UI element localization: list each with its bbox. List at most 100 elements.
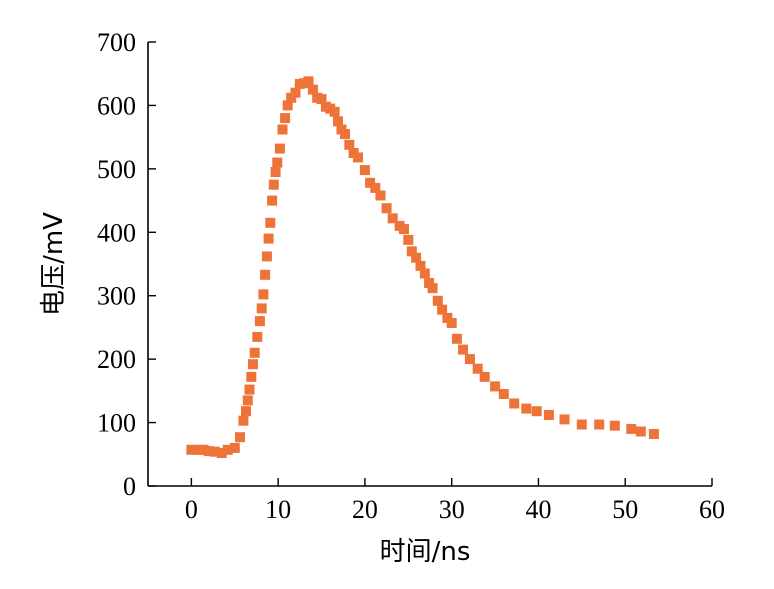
data-point <box>626 423 637 434</box>
data-point <box>543 410 554 420</box>
data-point <box>344 139 355 150</box>
y-tick-label: 400 <box>97 218 136 247</box>
x-tick-label: 0 <box>185 495 198 524</box>
data-point <box>594 419 605 430</box>
data-point <box>263 233 274 244</box>
data-point <box>307 84 318 95</box>
data-point <box>446 318 457 328</box>
y-tick-label: 600 <box>97 91 136 120</box>
data-point <box>242 395 253 406</box>
data-point <box>241 406 251 417</box>
data-point <box>498 389 509 399</box>
data-point <box>286 92 297 103</box>
data-point <box>290 87 301 98</box>
data-point <box>254 316 265 327</box>
data-point <box>235 432 245 443</box>
data-point <box>274 143 285 154</box>
data-point <box>464 354 475 365</box>
data-point <box>193 444 204 455</box>
y-tick-label: 200 <box>97 345 136 374</box>
y-tick-label: 100 <box>97 409 136 438</box>
data-point <box>209 446 220 457</box>
data-point <box>381 203 392 214</box>
data-point <box>229 442 240 453</box>
data-point <box>559 414 570 425</box>
data-point <box>198 444 209 455</box>
data-point <box>490 381 501 392</box>
data-point <box>432 295 443 306</box>
x-tick-label: 10 <box>265 495 291 524</box>
data-point <box>216 448 227 458</box>
data-point <box>260 269 271 280</box>
y-tick-label: 0 <box>123 472 136 501</box>
data-point <box>329 106 340 117</box>
data-point <box>375 190 386 201</box>
data-point <box>258 289 269 300</box>
data-point <box>244 384 255 395</box>
data-point <box>280 113 291 124</box>
x-tick-label: 50 <box>612 495 638 524</box>
data-point <box>270 167 281 177</box>
data-point <box>359 165 370 176</box>
data-point <box>419 268 430 279</box>
data-point <box>353 152 363 163</box>
x-tick-label: 40 <box>525 495 551 524</box>
data-point <box>609 420 620 431</box>
data-point <box>399 224 409 235</box>
data-point <box>442 312 453 323</box>
data-point <box>272 157 283 168</box>
data-point <box>509 398 520 409</box>
x-ticks: 0 10 20 30 40 50 60 <box>185 478 725 524</box>
data-point <box>282 100 293 111</box>
data-point <box>387 213 398 224</box>
data-point <box>403 234 414 245</box>
data-point <box>635 426 646 437</box>
data-point <box>424 278 435 288</box>
data-point <box>406 246 417 257</box>
data-point <box>411 252 422 263</box>
data-points <box>186 76 659 458</box>
axes <box>147 42 712 487</box>
y-ticks: 0 100 200 300 400 500 600 700 <box>97 28 156 501</box>
y-axis-title: 电压/mV <box>39 212 69 316</box>
data-point <box>316 94 327 105</box>
data-point <box>303 76 314 87</box>
data-point <box>472 363 483 374</box>
data-point <box>277 124 288 135</box>
data-point <box>427 283 438 294</box>
data-point <box>437 304 448 315</box>
y-tick-label: 500 <box>97 155 136 184</box>
data-point <box>268 179 279 190</box>
data-point <box>261 251 272 262</box>
y-tick-label: 700 <box>97 28 136 57</box>
x-tick-label: 20 <box>352 495 378 524</box>
data-point <box>186 444 197 455</box>
y-tick-label: 300 <box>97 282 136 311</box>
data-point <box>203 446 214 457</box>
x-axis-title: 时间/ns <box>380 537 471 567</box>
data-point <box>415 260 426 271</box>
data-point <box>267 195 278 206</box>
data-point <box>333 116 343 127</box>
data-point <box>340 129 350 139</box>
data-point <box>576 419 587 430</box>
data-point <box>370 182 381 193</box>
data-point <box>648 429 659 439</box>
data-point <box>256 303 267 314</box>
data-point <box>531 406 542 417</box>
data-point <box>238 415 249 426</box>
data-point <box>246 371 257 382</box>
data-point <box>265 217 276 228</box>
data-point <box>365 177 376 188</box>
data-point <box>248 359 258 370</box>
data-point <box>249 347 260 358</box>
data-point <box>521 403 532 414</box>
x-tick-label: 60 <box>699 495 725 524</box>
data-point <box>458 344 468 355</box>
x-tick-label: 30 <box>439 495 465 524</box>
data-point <box>252 331 263 342</box>
data-point <box>451 333 462 344</box>
data-point <box>479 371 490 382</box>
data-point <box>222 444 233 455</box>
